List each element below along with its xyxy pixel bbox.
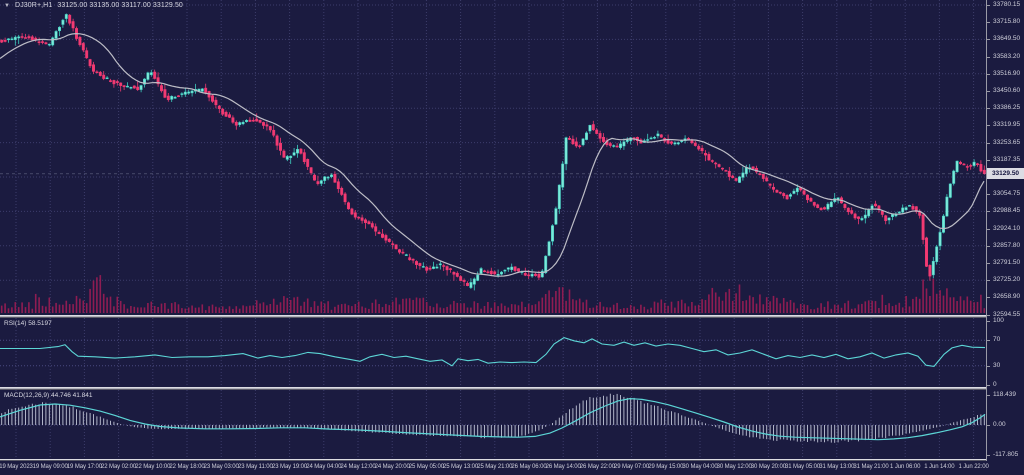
axis-tick (987, 211, 990, 213)
time-axis-label: 19 May 09:00 (32, 464, 68, 470)
time-axis-label: 23 May 11:00 (238, 464, 273, 470)
time-axis-label: 31 May 21:00 (853, 464, 889, 470)
price-axis: 33780.15 33715.80 33649.50 33583.20 33516.90… (986, 0, 1024, 461)
axis-tick (987, 245, 990, 247)
chart-title: ▼ DJ30R+,H1 33125.00 33135.00 33117.00 3… (4, 2, 183, 9)
time-axis-label: 19 May 17:00 (66, 464, 102, 470)
axis-tick (987, 142, 990, 144)
axis-tick (987, 263, 990, 264)
price-axis-label: 32594.55 (993, 310, 1021, 318)
axis-tick (987, 228, 990, 230)
rsi-label: RSI(14) 58.5197 (4, 320, 52, 327)
macd-scale-label: 118.439 (993, 390, 1017, 398)
time-axis-label: 24 May 04:00 (306, 464, 342, 470)
time-axis-label: 31 May 13:00 (819, 464, 855, 470)
time-axis-label: 30 May 04:00 (682, 464, 718, 470)
price-axis-label: 33583.20 (993, 52, 1021, 60)
axis-tick (987, 125, 990, 127)
symbol-dropdown-icon[interactable]: ▼ (4, 2, 11, 9)
time-axis-label: 22 May 10:00 (135, 464, 171, 470)
axis-tick (987, 159, 990, 161)
main-chart-canvas[interactable] (0, 0, 986, 315)
time-axis-label: 1 Jun 14:00 (924, 464, 955, 470)
panel-separator[interactable] (0, 387, 1024, 390)
rsi-scale-label: 30 (993, 361, 1001, 369)
macd-scale-label: -117.805 (993, 450, 1019, 458)
price-axis-label: 33054.75 (993, 190, 1021, 198)
price-axis-label: 33649.50 (993, 35, 1021, 43)
time-axis-label: 1 Jun 06:00 (890, 464, 921, 470)
time-axis-label: 31 May 05:00 (785, 464, 821, 470)
rsi-scale-label: 70 (993, 336, 1001, 344)
axis-tick (987, 425, 990, 426)
price-axis-label: 32924.10 (993, 224, 1021, 232)
rsi-scale-label: 0 (993, 381, 997, 388)
price-axis-label: 32857.80 (993, 241, 1021, 249)
macd-label: MACD(12,26,9) 44.746 41.841 (4, 392, 93, 399)
macd-scale-label: 0.00 (993, 421, 1006, 428)
macd-panel: MACD(12,26,9) 44.746 41.841 (0, 390, 986, 459)
axis-tick (987, 321, 990, 322)
time-axis-label: 24 May 20:00 (374, 464, 410, 470)
time-axis: 19 May 2023 19 May 09:00 19 May 17:00 22 Ma… (0, 461, 1024, 475)
time-axis-label: 24 May 12:00 (340, 464, 376, 470)
price-axis-label: 33386.25 (993, 104, 1021, 112)
price-axis-label: 32791.50 (993, 259, 1021, 266)
axis-tick (987, 108, 990, 110)
time-axis-label: 25 May 05:00 (408, 464, 444, 470)
rsi-scale-label: 100 (993, 317, 1004, 324)
time-axis-label: 23 May 03:00 (203, 464, 239, 470)
axis-tick (987, 73, 990, 75)
time-axis-label: 22 May 02:00 (101, 464, 137, 470)
time-axis-label: 19 May 2023 (0, 464, 33, 470)
price-axis-label: 33319.95 (993, 121, 1021, 129)
time-axis-label: 30 May 12:00 (716, 464, 752, 470)
price-axis-label: 32725.20 (993, 276, 1021, 284)
axis-tick (987, 22, 990, 24)
time-axis-label: 26 May 06:00 (511, 464, 547, 470)
time-axis-label: 25 May 13:00 (443, 464, 479, 470)
time-axis-label: 1 Jun 22:00 (958, 464, 989, 470)
price-axis-label: 33253.65 (993, 138, 1021, 146)
time-axis-label: 30 May 20:00 (750, 464, 786, 470)
axis-tick (987, 56, 990, 58)
axis-tick (987, 314, 990, 316)
price-axis-label: 33516.90 (993, 69, 1021, 77)
rsi-canvas[interactable] (0, 318, 986, 387)
axis-tick (987, 385, 990, 386)
time-axis-label: 29 May 07:00 (614, 464, 650, 470)
axis-tick (987, 394, 990, 396)
price-axis-label: 32658.90 (993, 293, 1021, 301)
price-axis-label: 32988.45 (993, 207, 1021, 215)
price-axis-label: 33187.35 (993, 155, 1021, 163)
axis-tick (987, 5, 990, 6)
axis-tick (987, 194, 990, 196)
symbol-period-label: DJ30R+,H1 (15, 2, 53, 9)
axis-tick (987, 340, 990, 342)
panel-separator[interactable] (0, 459, 1024, 461)
axis-tick (987, 91, 990, 92)
axis-tick (987, 39, 990, 41)
axis-tick (987, 454, 990, 456)
main-chart-panel: ▼ DJ30R+,H1 33125.00 33135.00 33117.00 3… (0, 0, 986, 315)
price-axis-label: 33450.60 (993, 87, 1021, 94)
current-price-box: 33129.50 (987, 168, 1024, 180)
ohlc-readout: 33125.00 33135.00 33117.00 33129.50 (57, 2, 183, 9)
panel-separator[interactable] (0, 315, 1024, 318)
time-axis-label: 22 May 18:00 (169, 464, 205, 470)
price-axis-label: 33715.80 (993, 18, 1021, 26)
macd-canvas[interactable] (0, 390, 986, 459)
time-axis-label: 26 May 14:00 (545, 464, 581, 470)
axis-tick (987, 280, 990, 282)
time-axis-label: 25 May 21:00 (477, 464, 513, 470)
time-axis-label: 29 May 15:00 (648, 464, 684, 470)
price-axis-label: 33780.15 (993, 1, 1021, 8)
time-axis-label: 26 May 22:00 (579, 464, 615, 470)
time-axis-label: 23 May 19:00 (272, 464, 308, 470)
axis-tick (987, 365, 990, 367)
axis-tick (987, 297, 990, 299)
rsi-panel: RSI(14) 58.5197 (0, 318, 986, 387)
